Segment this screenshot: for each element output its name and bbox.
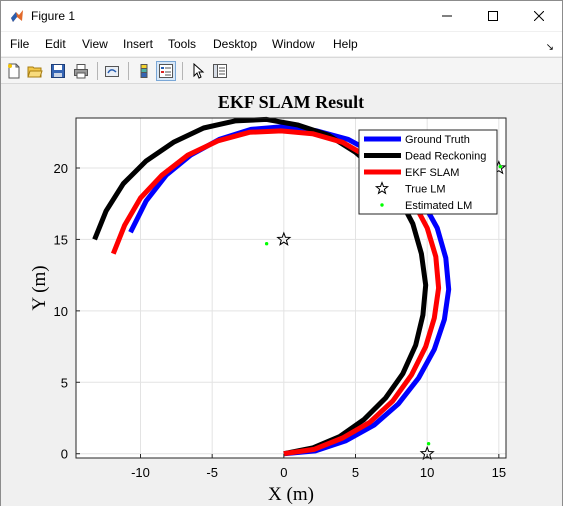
y-tick-label: 20 — [54, 161, 68, 176]
menu-edit[interactable]: Edit — [45, 37, 66, 51]
toolbar-separator — [97, 62, 98, 80]
menu-desktop[interactable]: Desktop — [213, 37, 258, 51]
insert-legend-button[interactable] — [156, 61, 176, 81]
menu-tools[interactable]: Tools — [168, 37, 197, 51]
figure-canvas: -10 -5 0 5 10 15 0 5 10 15 20 EKF SLAM Result X (m… — [1, 85, 562, 506]
insert-colorbar-button[interactable] — [134, 61, 154, 81]
property-inspector-icon — [213, 64, 227, 78]
estimated-lm-marker — [426, 442, 431, 446]
edit-plot-button[interactable] — [188, 61, 208, 81]
property-inspector-button[interactable] — [210, 61, 230, 81]
true-lm-marker — [276, 231, 292, 246]
minimize-icon — [442, 15, 452, 17]
legend-icon — [159, 64, 173, 78]
colorbar-icon — [140, 64, 148, 78]
legend-label-true-lm: True LM — [405, 184, 446, 196]
print-figure-button[interactable] — [71, 61, 91, 81]
link-plot-button[interactable] — [102, 61, 122, 81]
x-tick-label: 0 — [280, 465, 287, 480]
figure-toolbar — [1, 57, 562, 84]
matlab-logo-icon — [11, 10, 23, 22]
menu-window[interactable]: Window — [272, 37, 315, 51]
y-tick-label: 0 — [61, 447, 68, 462]
new-file-icon — [8, 63, 20, 79]
printer-icon — [74, 64, 88, 79]
menu-insert[interactable]: Insert — [123, 37, 154, 51]
y-tick-label: 15 — [54, 232, 68, 247]
pointer-arrow-icon — [193, 63, 205, 79]
new-figure-button[interactable] — [4, 61, 24, 81]
x-tick-label: 15 — [492, 465, 506, 480]
toolbar-separator — [182, 62, 183, 80]
x-tick-label: 5 — [352, 465, 359, 480]
x-tick-label: -10 — [131, 465, 150, 480]
open-file-button[interactable] — [25, 61, 45, 81]
x-axis-label: X (m) — [268, 484, 314, 505]
x-tick-label: 10 — [420, 465, 434, 480]
legend-label-ground-truth: Ground Truth — [405, 134, 470, 146]
legend-swatch-true-lm — [374, 181, 390, 195]
maximize-icon — [488, 11, 498, 21]
title-bar[interactable]: Figure 1 — [1, 1, 562, 31]
estimated-lm-marker — [264, 242, 269, 246]
menu-view[interactable]: View — [82, 37, 108, 51]
legend-swatch-estimated-lm — [380, 203, 384, 207]
x-tick-label: -5 — [206, 465, 218, 480]
menu-help[interactable]: Help — [333, 37, 358, 51]
plot-svg: -10 -5 0 5 10 15 0 5 10 15 20 EKF SLAM Result X (m… — [29, 92, 507, 505]
link-plot-icon — [105, 66, 119, 77]
toolbar-separator — [128, 62, 129, 80]
dock-arrow-icon[interactable]: ↘ — [545, 42, 554, 53]
menu-bar: File Edit View Insert Tools Desktop Wind… — [1, 32, 562, 56]
axes-box — [75, 117, 507, 459]
window-title: Figure 1 — [31, 9, 76, 23]
estimated-lm-marker — [498, 164, 502, 169]
save-icon — [51, 64, 65, 78]
close-button[interactable] — [516, 1, 562, 31]
y-axis-label: Y (m) — [29, 265, 50, 310]
y-tick-label: 5 — [61, 375, 68, 390]
folder-open-icon — [27, 66, 43, 78]
y-tick-label: 10 — [54, 304, 68, 319]
legend[interactable]: Ground Truth Dead Reckoning EKF SLAM True L… — [358, 129, 498, 215]
close-icon — [534, 11, 544, 21]
save-figure-button[interactable] — [48, 61, 68, 81]
legend-label-estimated-lm: Estimated LM — [405, 200, 472, 212]
maximize-button[interactable] — [470, 1, 516, 31]
legend-label-dead-reckoning: Dead Reckoning — [405, 151, 486, 163]
minimize-button[interactable] — [424, 1, 470, 31]
chart-title: EKF SLAM Result — [218, 92, 364, 112]
menu-file[interactable]: File — [10, 37, 30, 51]
legend-label-ekf-slam: EKF SLAM — [405, 167, 459, 179]
axis-ticks: -10 -5 0 5 10 15 0 5 10 15 20 — [54, 161, 507, 480]
